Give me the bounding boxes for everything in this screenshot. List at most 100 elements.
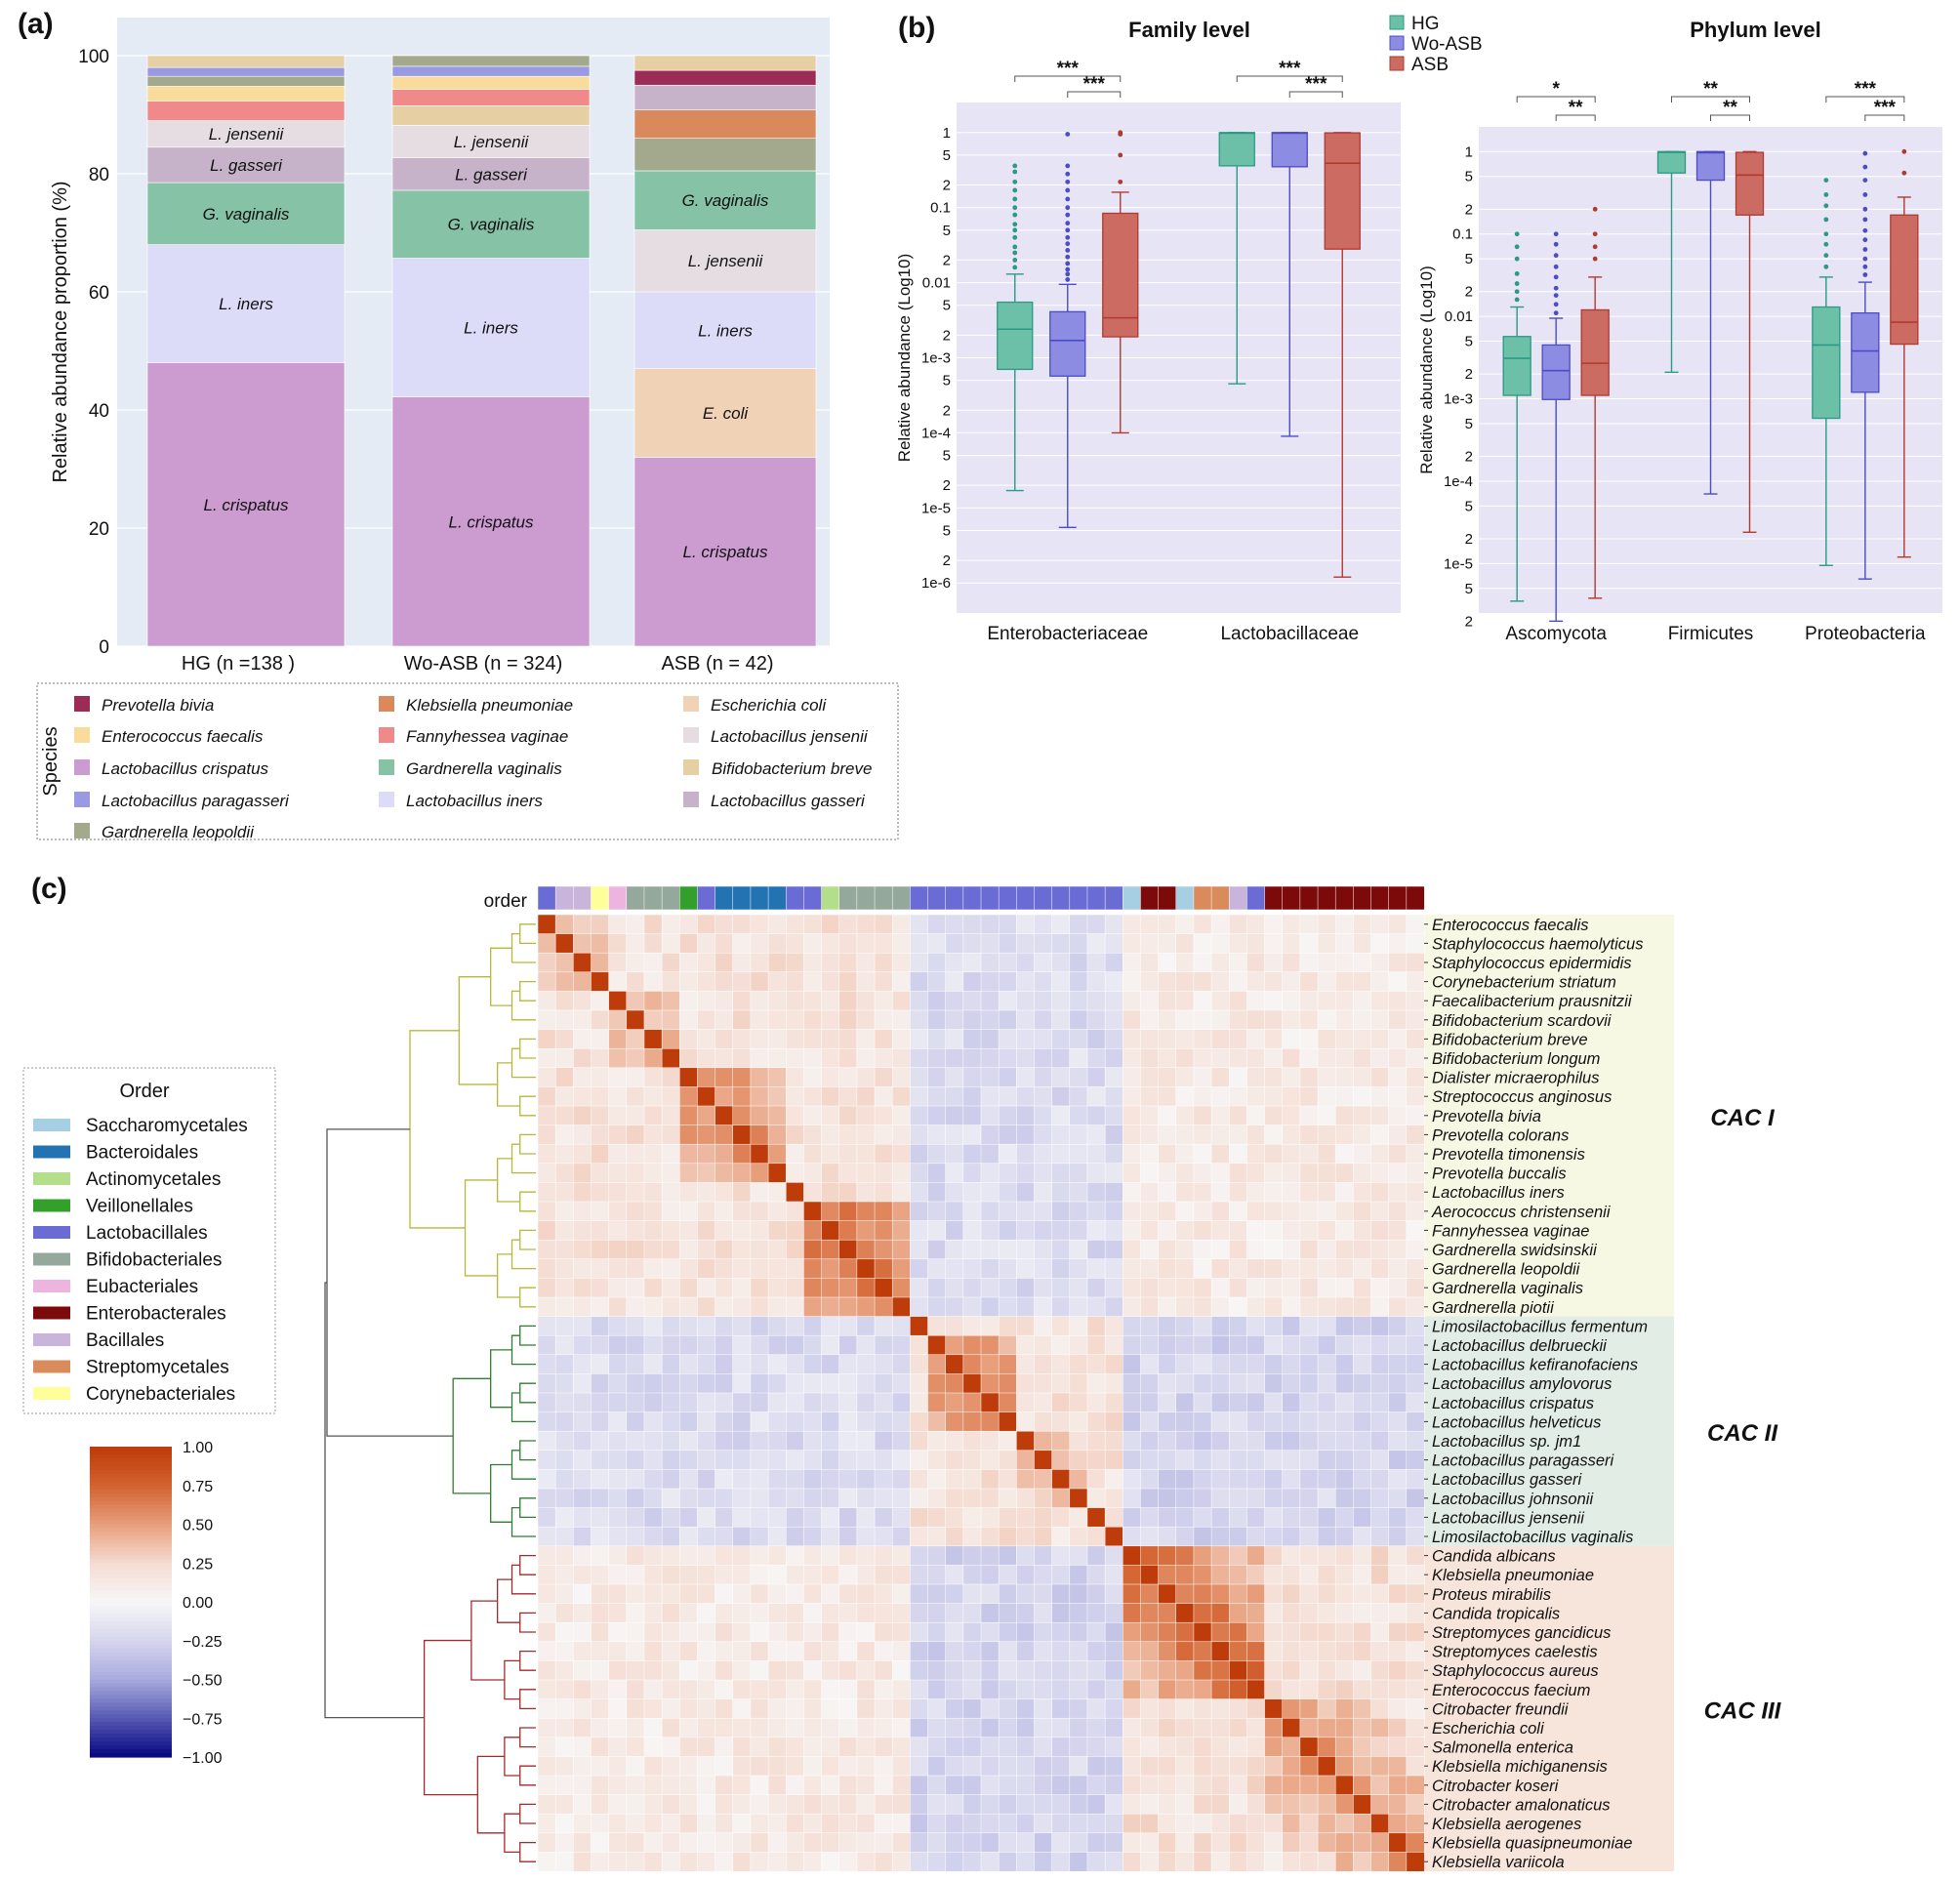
legend-swatch-lactobacillus-paragasseri — [74, 792, 90, 807]
heatmap-cell — [1299, 1565, 1319, 1585]
heatmap-cell — [697, 1086, 716, 1107]
heatmap-cell — [1034, 1125, 1053, 1145]
heatmap-cell — [838, 1698, 858, 1719]
heatmap-cell — [643, 1832, 663, 1853]
heatmap-cell — [998, 1852, 1017, 1872]
order-strip-cell-enterobacterales — [1264, 885, 1284, 911]
heatmap-cell — [874, 1488, 893, 1509]
heatmap-cell — [1051, 1565, 1071, 1585]
colorbar-tick-label: −1.00 — [183, 1750, 223, 1767]
heatmap-cell — [1210, 1660, 1230, 1681]
heatmap-cell — [1299, 1756, 1319, 1777]
heatmap-cell — [608, 1583, 628, 1605]
heatmap-cell — [1069, 1852, 1088, 1872]
heatmap-cell — [927, 1621, 947, 1643]
heatmap-cell — [1051, 1660, 1071, 1681]
heatmap-cell — [1193, 933, 1212, 954]
heatmap-cell — [626, 1660, 645, 1681]
heatmap-cell — [732, 1009, 752, 1031]
heatmap-cell — [874, 1067, 893, 1087]
heatmap-cell — [874, 1143, 893, 1165]
heatmap-cell — [962, 1469, 982, 1490]
heatmap-cell — [626, 1526, 645, 1547]
heatmap-cell — [980, 1201, 1000, 1222]
heatmap-cell — [1104, 1794, 1123, 1815]
outlier-point — [1012, 244, 1018, 250]
heatmap-cell — [856, 1334, 876, 1356]
heatmap-cell — [1282, 1334, 1301, 1356]
heatmap-cell — [679, 1717, 698, 1738]
heatmap-cell — [1016, 1698, 1036, 1719]
heatmap-cell — [891, 1450, 911, 1470]
heatmap-cell — [715, 1679, 734, 1700]
heatmap-cell — [1264, 1067, 1284, 1087]
heatmap-cell — [1034, 1565, 1053, 1585]
heatmap-cell — [661, 1220, 680, 1241]
heatmap-cell — [554, 1565, 574, 1585]
heatmap-cell — [573, 1143, 592, 1165]
heatmap-cell — [838, 1086, 858, 1107]
y-tick-label: 5 — [1465, 416, 1473, 432]
heatmap-cell — [962, 1679, 982, 1700]
heatmap-cell — [838, 1163, 858, 1183]
heatmap-cell — [537, 1583, 556, 1605]
heatmap-cell — [838, 1775, 858, 1796]
heatmap-cell — [838, 1450, 858, 1470]
heatmap-cell — [1282, 1029, 1301, 1049]
heatmap-cell — [1317, 1047, 1336, 1069]
heatmap-cell — [591, 1832, 610, 1853]
heatmap-cell — [1228, 1296, 1247, 1318]
heatmap-cell — [591, 1507, 610, 1528]
heatmap-cell — [591, 1603, 610, 1623]
heatmap-cell — [821, 1469, 840, 1490]
heatmap-cell — [1140, 1086, 1160, 1107]
heatmap-cell — [1317, 1143, 1336, 1165]
legend-swatch-bifidobacterium-breve — [683, 759, 699, 775]
heatmap-cell — [1406, 1717, 1425, 1738]
heatmap-cell — [1406, 1794, 1425, 1815]
heatmap-cell — [1299, 1239, 1319, 1260]
heatmap-cell — [1016, 1621, 1036, 1643]
heatmap-cell — [591, 1679, 610, 1700]
heatmap-cell — [1406, 1201, 1425, 1222]
heatmap-cell — [608, 1737, 628, 1757]
species-label: Bifidobacterium longum — [1432, 1050, 1600, 1068]
order-strip-cell-streptomycetales — [1210, 885, 1230, 911]
heatmap-cell — [1264, 1086, 1284, 1107]
heatmap-cell — [945, 1239, 964, 1260]
heatmap-cell — [1016, 1526, 1036, 1547]
heatmap-cell — [1264, 1105, 1284, 1126]
heatmap-cell — [1370, 933, 1390, 954]
heatmap-cell — [697, 1143, 716, 1165]
order-strip-cell-bifidobacteriales — [856, 885, 876, 911]
heatmap-cell — [732, 1334, 752, 1356]
heatmap-cell — [1123, 1125, 1141, 1145]
heatmap-cell — [927, 1583, 947, 1605]
heatmap-cell — [767, 1737, 787, 1757]
heatmap-cell — [1193, 1258, 1212, 1279]
legend-label-lactobacillus-paragasseri: Lactobacillus paragasseri — [102, 792, 290, 810]
heatmap-cell — [591, 1794, 610, 1815]
heatmap-cell — [891, 1009, 911, 1031]
heatmap-cell — [661, 1756, 680, 1777]
order-legend-swatch-bifidobacteriales — [33, 1252, 70, 1266]
heatmap-cell — [1051, 1201, 1071, 1222]
heatmap-cell — [537, 1296, 556, 1318]
heatmap-cell — [573, 1717, 592, 1738]
legend-label-asb: ASB — [1411, 55, 1449, 75]
y-tick-label: 5 — [943, 448, 951, 465]
outlier-point — [1012, 179, 1018, 184]
heatmap-cell — [537, 1717, 556, 1738]
heatmap-cell — [1299, 1698, 1319, 1719]
x-tick-label: HG (n =138 ) — [182, 653, 295, 675]
heatmap-cell — [1353, 1220, 1372, 1241]
heatmap-cell — [715, 1411, 734, 1432]
heatmap-cell — [715, 1125, 734, 1145]
heatmap-cell — [1016, 1354, 1036, 1374]
heatmap-cell — [980, 1679, 1000, 1700]
heatmap-cell — [856, 1583, 876, 1605]
heatmap-cell — [803, 1278, 823, 1298]
heatmap-cell — [661, 952, 680, 973]
heatmap-cell — [537, 1430, 556, 1452]
heatmap-cell — [910, 1009, 929, 1031]
